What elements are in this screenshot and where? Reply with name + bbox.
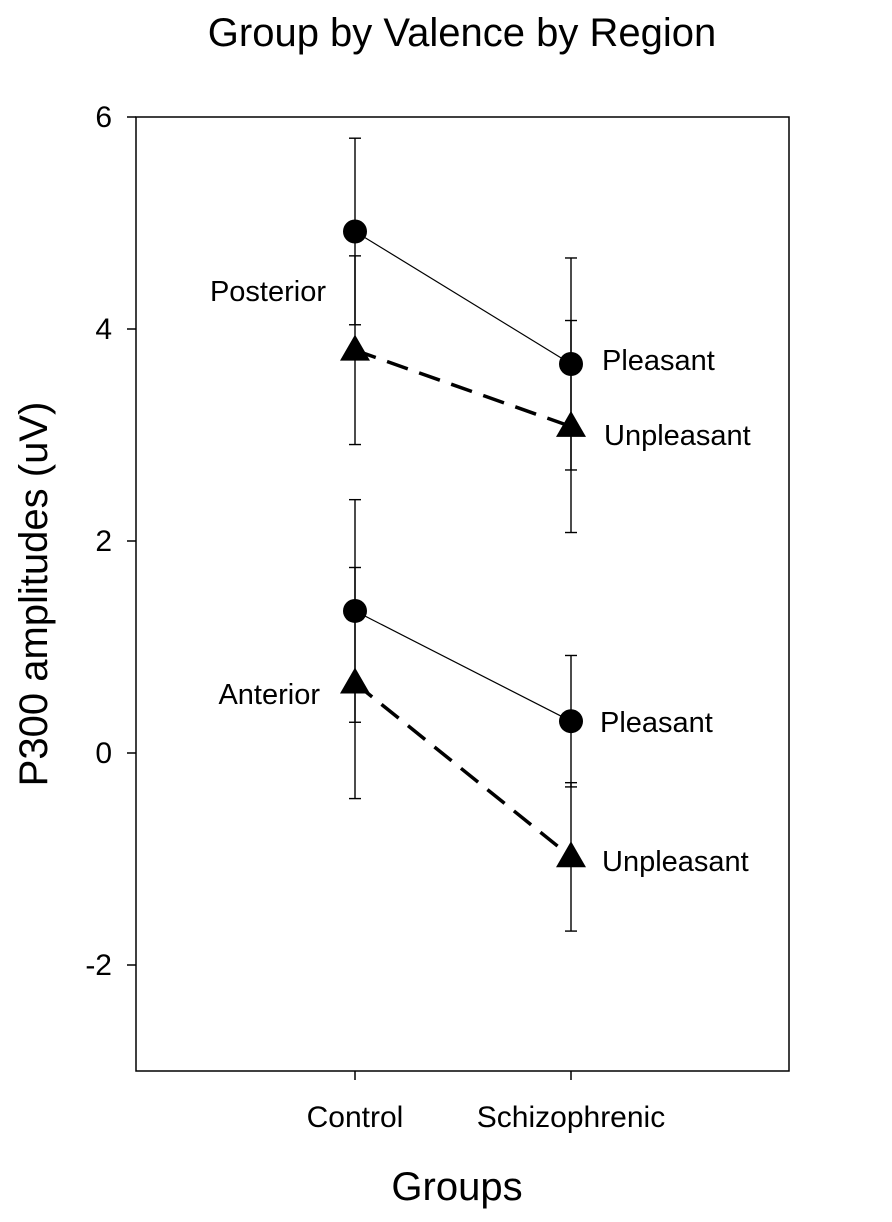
x-axis: Control Schizophrenic [307,1071,665,1134]
data-point-posterior-pleasant [343,219,367,244]
data-point-anterior-unpleasant [556,841,586,868]
data-point-anterior-unpleasant [340,667,370,694]
y-axis-label: P300 amplitudes (uV) [12,402,56,787]
x-tick-label: Control [307,1101,404,1134]
x-axis-label: Groups [391,1165,522,1209]
series-line-anterior-unpleasant [353,681,573,859]
annotation-posterior-pleasant: Pleasant [602,345,715,377]
y-tick-label: 4 [95,313,112,346]
annotation-anterior-pleasant: Pleasant [600,707,713,739]
series-line-posterior-unpleasant [354,348,572,429]
y-tick-label: 2 [95,525,112,558]
y-axis: -2 0 2 4 6 [85,101,136,982]
y-tick-label: 0 [95,737,112,770]
annotation-anterior-unpleasant: Unpleasant [602,846,749,878]
x-tick-label: Schizophrenic [477,1101,665,1134]
annotation-posterior-unpleasant: Unpleasant [604,420,751,452]
data-point-anterior-pleasant [559,709,583,734]
annotation-posterior: Posterior [210,276,326,308]
series-layer [340,137,586,932]
y-tick-label: 6 [95,101,112,134]
y-tick-label: -2 [85,949,112,982]
data-point-posterior-unpleasant [340,334,370,361]
annotation-anterior: Anterior [218,679,320,711]
data-point-posterior-unpleasant [556,410,586,437]
series-line-posterior-pleasant [354,230,572,365]
plot-frame [135,116,790,1072]
chart-title: Group by Valence by Region [208,11,716,55]
series-line-anterior-pleasant [354,610,572,722]
